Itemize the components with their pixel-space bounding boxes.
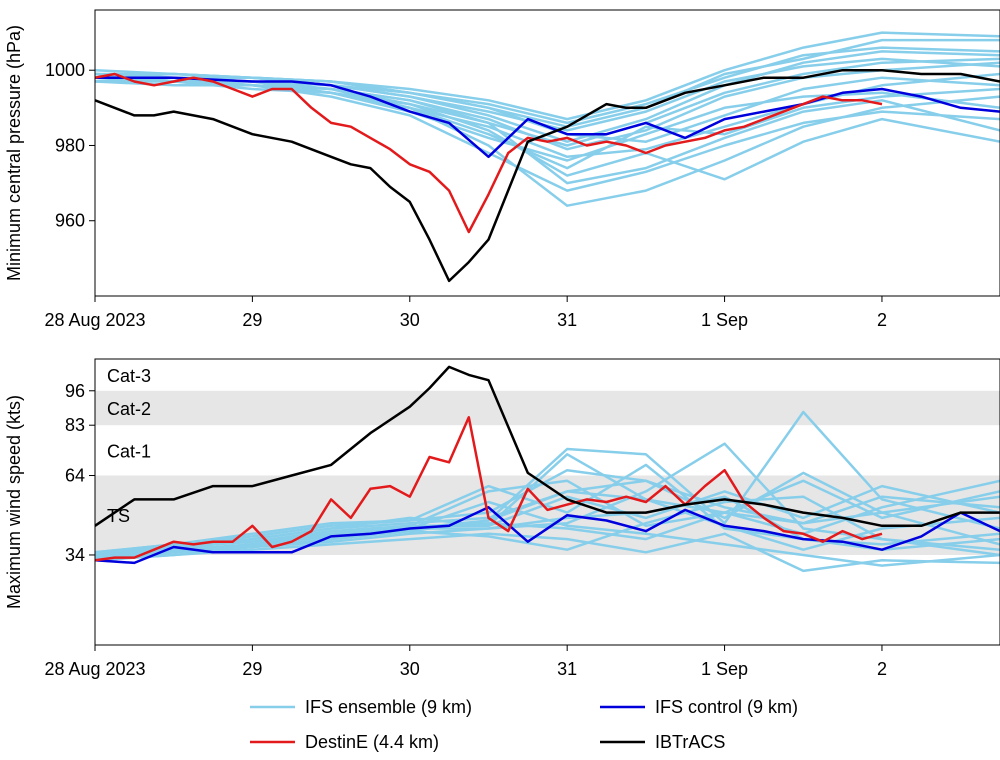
wind-xtick-label: 30 <box>400 659 420 679</box>
wind-panel: TS Cat-1 Cat-2 Cat-3 34 64 83 96 28 Aug 2023 29… <box>4 358 1000 679</box>
wind-series-ibtracs <box>95 365 1000 528</box>
pressure-ensemble-member-14 <box>95 46 1000 125</box>
wind-xtick-label: 28 Aug 2023 <box>44 659 145 679</box>
category-label-cat-1: Cat-1 <box>107 441 151 461</box>
pressure-series-destine-4-4-km <box>95 72 883 234</box>
pressure-y-axis-label: Minimum central pressure (hPa) <box>4 25 24 281</box>
wind-xtick-label: 1 Sep <box>701 659 748 679</box>
legend-label-ifs-control-9-km: IFS control (9 km) <box>655 697 798 717</box>
legend-label-ibtracs: IBTrACS <box>655 732 725 752</box>
wind-series-destine-4-4-km <box>95 416 883 562</box>
pressure-xtick-label: 28 Aug 2023 <box>44 310 145 330</box>
wind-plot-frame <box>94 358 1000 646</box>
pressure-ytick-label: 1000 <box>45 60 85 80</box>
category-label-ts: TS <box>107 506 130 526</box>
pressure-ytick-label: 980 <box>55 135 85 155</box>
pressure-xtick-label: 31 <box>557 310 577 330</box>
wind-ytick-label: 34 <box>65 545 85 565</box>
pressure-ensemble-member-15 <box>95 76 1000 170</box>
pressure-ensemble-member-7 <box>95 80 1000 181</box>
pressure-ensemble-member-5 <box>95 76 1000 162</box>
pressure-series-ibtracs <box>95 68 1000 283</box>
wind-ytick-label: 64 <box>65 466 85 486</box>
wind-series-ifs-control-9-km <box>95 506 1000 565</box>
legend-label-ifs-ensemble-9-km: IFS ensemble (9 km) <box>305 697 472 717</box>
category-band-cat-2 <box>95 390 1000 426</box>
pressure-xtick-label: 1 Sep <box>701 310 748 330</box>
category-label-cat-3: Cat-3 <box>107 366 151 386</box>
wind-ensemble-member-10 <box>95 495 1000 562</box>
wind-y-axis-label: Maximum wind speed (kts) <box>4 395 24 609</box>
pressure-panel: 960 980 1000 28 Aug 2023 29 30 31 1 Sep 2 Minim… <box>4 9 1000 330</box>
wind-ytick-label: 83 <box>65 415 85 435</box>
category-label-cat-2: Cat-2 <box>107 399 151 419</box>
pressure-xtick-label: 2 <box>877 310 887 330</box>
legend: IFS ensemble (9 km) IFS control (9 km) Des… <box>250 697 798 752</box>
pressure-series-ifs-control-9-km <box>95 76 1000 159</box>
wind-ensemble-member-14 <box>95 479 1000 562</box>
wind-ensemble-member-13 <box>95 500 1000 567</box>
legend-label-destine-4-4-km: DestinE (4.4 km) <box>305 732 439 752</box>
wind-xtick-label: 29 <box>242 659 262 679</box>
pressure-xtick-label: 29 <box>242 310 262 330</box>
wind-xtick-label: 2 <box>877 659 887 679</box>
wind-ytick-label: 96 <box>65 381 85 401</box>
pressure-plot-frame <box>94 9 1000 297</box>
pressure-ytick-label: 960 <box>55 211 85 231</box>
pressure-xtick-label: 30 <box>400 310 420 330</box>
wind-ensemble-member-5 <box>95 532 1000 573</box>
wind-xtick-label: 31 <box>557 659 577 679</box>
